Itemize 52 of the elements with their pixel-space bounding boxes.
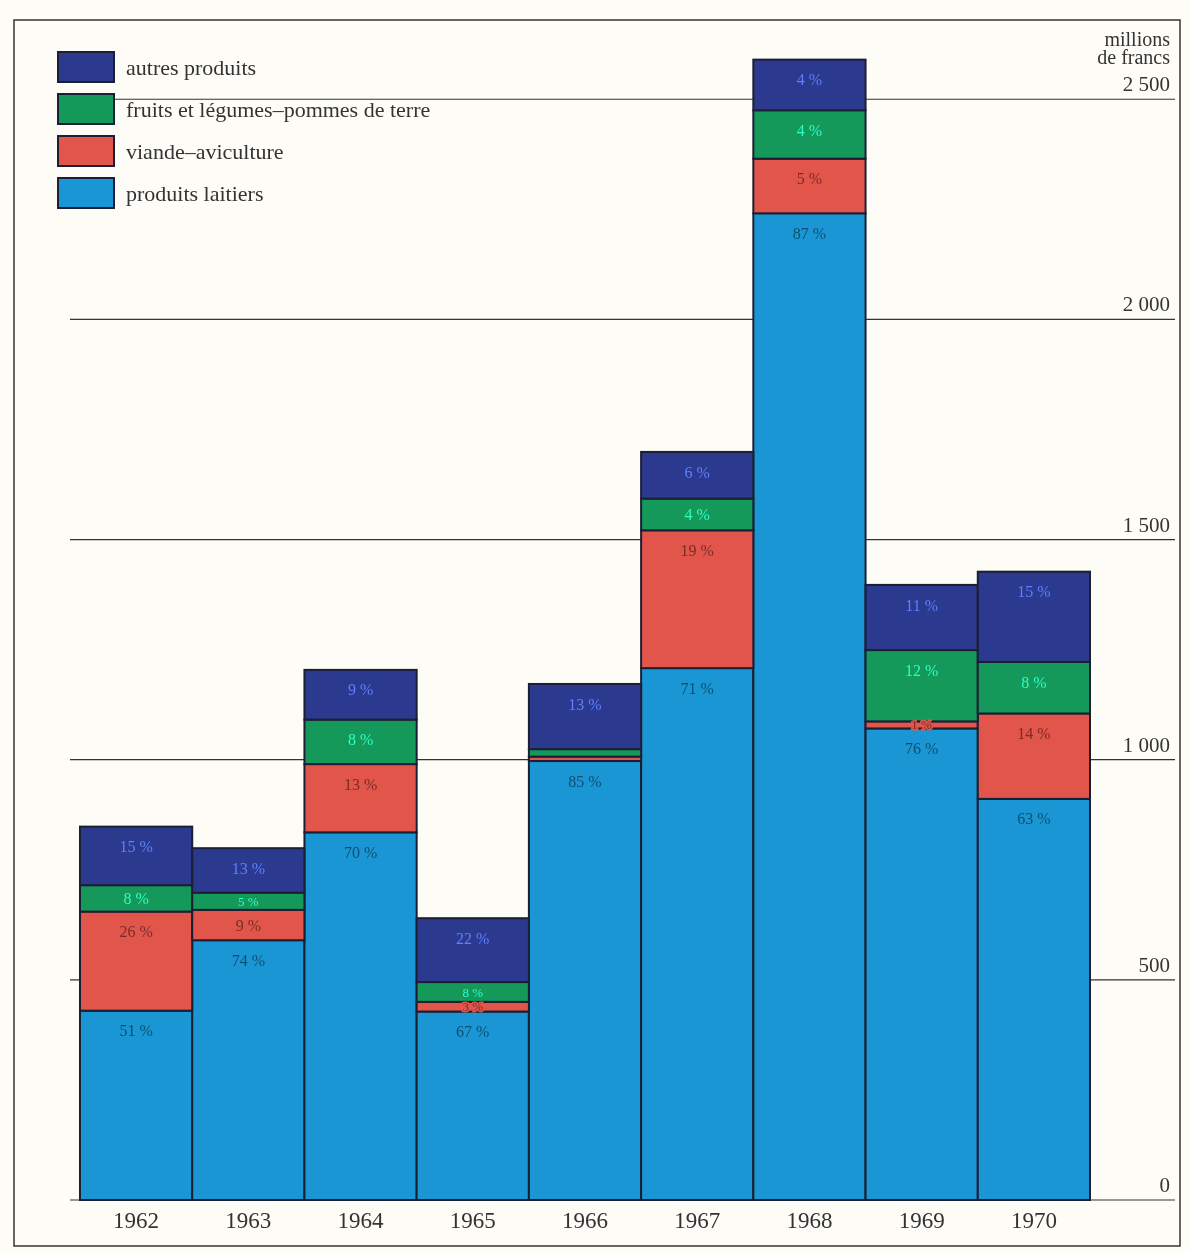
annotation: 85 %: [568, 772, 602, 790]
x-tick-label: 1968: [786, 1208, 833, 1233]
y-tick-label: 500: [1138, 952, 1170, 977]
y-tick-label: 0: [1159, 1173, 1170, 1197]
annotation: 76 %: [905, 740, 939, 758]
annotation: 4 %: [796, 121, 823, 139]
annotation: 74 %: [231, 951, 265, 969]
annotation: 51 %: [119, 1022, 153, 1040]
annotation: 8 %: [462, 984, 484, 1000]
annotation: 12 %: [905, 661, 939, 679]
annotation: 19 %: [680, 541, 714, 559]
annotation: 63 %: [1017, 810, 1051, 828]
legend-label: viande–aviculture: [126, 138, 284, 164]
annotation: 11 %: [905, 596, 939, 614]
x-tick-label: 1964: [337, 1208, 385, 1233]
annotation: 5 %: [796, 170, 823, 188]
y-tick-label: 2 000: [1122, 292, 1170, 317]
annotation: 26 %: [119, 923, 153, 941]
annotation: 67 %: [456, 1023, 490, 1041]
annotation: 8 %: [347, 731, 374, 749]
annotation: 5 %: [238, 893, 259, 909]
annotation: 9 %: [235, 916, 261, 934]
annotation: 22 %: [456, 929, 490, 947]
annotation: 71 %: [680, 679, 714, 697]
annotation: 70 %: [343, 843, 378, 861]
x-tick-label: 1963: [225, 1208, 272, 1233]
annotation: 13 %: [568, 695, 602, 713]
annotation: 14 %: [1017, 725, 1051, 743]
x-tick-label: 1969: [898, 1208, 945, 1233]
annotation: 87 %: [792, 224, 827, 242]
legend-label: fruits et légumes–pommes de terre: [126, 96, 431, 122]
x-tick-label: 1970: [1010, 1208, 1057, 1233]
annotation: 8 %: [123, 890, 149, 907]
y-axis-title: millions de francs: [1097, 28, 1171, 68]
x-tick-label: 1962: [113, 1208, 160, 1233]
annotation: 6 %: [684, 463, 710, 481]
annotation: 9 %: [347, 681, 374, 699]
annotation: 4 %: [684, 506, 710, 524]
y-tick-label: 2 500: [1122, 72, 1170, 97]
annotation: 13 %: [231, 859, 265, 877]
annotation: 13 %: [343, 775, 378, 793]
legend-label: autres produits: [126, 54, 257, 80]
annotation: 15 %: [1017, 583, 1051, 601]
x-tick-label: 1965: [449, 1208, 496, 1233]
y-tick-label: 1 000: [1122, 732, 1170, 757]
x-tick-label: 1967: [674, 1208, 721, 1233]
y-tick-label: 1 500: [1122, 512, 1170, 537]
annotation: 8 %: [1021, 673, 1047, 691]
annotation: 15 %: [119, 838, 153, 856]
annotation: 4 %: [796, 71, 823, 89]
x-tick-label: 1966: [562, 1208, 608, 1233]
legend-label: produits laitiers: [126, 180, 264, 206]
